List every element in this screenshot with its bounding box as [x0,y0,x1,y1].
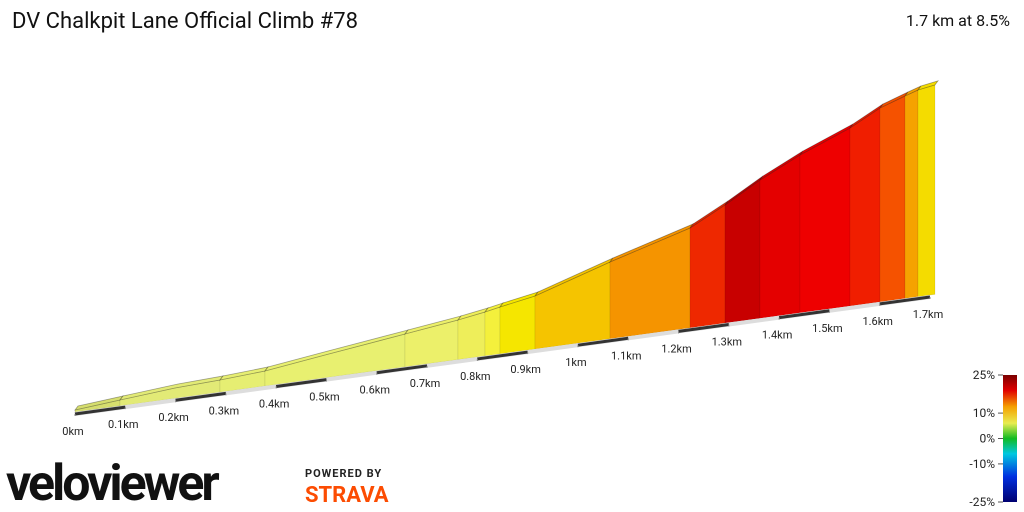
x-tick-label: 0.9km [510,363,541,376]
x-tick-label: 0km [62,425,83,438]
profile-segment [904,89,919,299]
colorbar [1003,375,1017,502]
title: DV Chalkpit Lane Official Climb #78 [12,9,358,34]
x-tick-label: 1.3km [712,336,743,349]
strava: STRAVA [305,483,389,508]
colorbar-label: -10% [969,457,995,471]
x-tick-label: 1km [565,356,586,369]
x-tick-label: 1.1km [611,349,642,362]
profile-segment [879,95,906,303]
x-tick-label: 0.1km [108,418,139,431]
summary: 1.7 km at 8.5% [906,11,1010,30]
x-tick-label: 1.7km [913,308,944,321]
km-dash [477,350,528,361]
x-tick-label: 0.3km [209,404,240,417]
colorbar-label: 10% [973,406,995,420]
x-tick-label: 0.8km [460,370,491,383]
km-dash [74,405,126,416]
profile-segment [917,84,936,297]
powered-by: POWERED BY [305,467,382,480]
km-dash [778,309,830,320]
km-dash [577,336,629,347]
colorbar-label: 0% [979,432,995,446]
colorbar-label: 25% [973,368,995,382]
x-tick-label: 1.5km [812,322,843,335]
profile: 0km 0.1km 0.2km 0.3km 0.4km 0.5km 0.6km 0.7km 0.… [62,80,944,438]
profile-segment [484,306,501,357]
colorbar-label: -25% [969,495,995,509]
x-tick-label: 1.4km [762,329,793,342]
x-tick-label: 0.4km [259,397,290,410]
km-dash [376,364,428,375]
x-tick-label: 0.5km [309,391,340,404]
profile-segment [849,107,881,307]
x-tick-label: 1.2km [661,342,692,355]
logo: veloviewer [6,455,219,512]
x-tick-label: 0.7km [410,377,441,390]
km-dash [175,391,227,402]
km-dash [879,295,931,306]
x-tick-label: 0.2km [158,411,189,424]
profile-segment [534,261,611,350]
x-tick-label: 1.6km [862,315,893,328]
profile-top [916,80,940,91]
profile-segment [759,154,801,319]
profile-segment [799,127,851,314]
km-dash [678,323,730,333]
km-dash [275,378,327,388]
x-tick-label: 0.6km [360,384,391,397]
